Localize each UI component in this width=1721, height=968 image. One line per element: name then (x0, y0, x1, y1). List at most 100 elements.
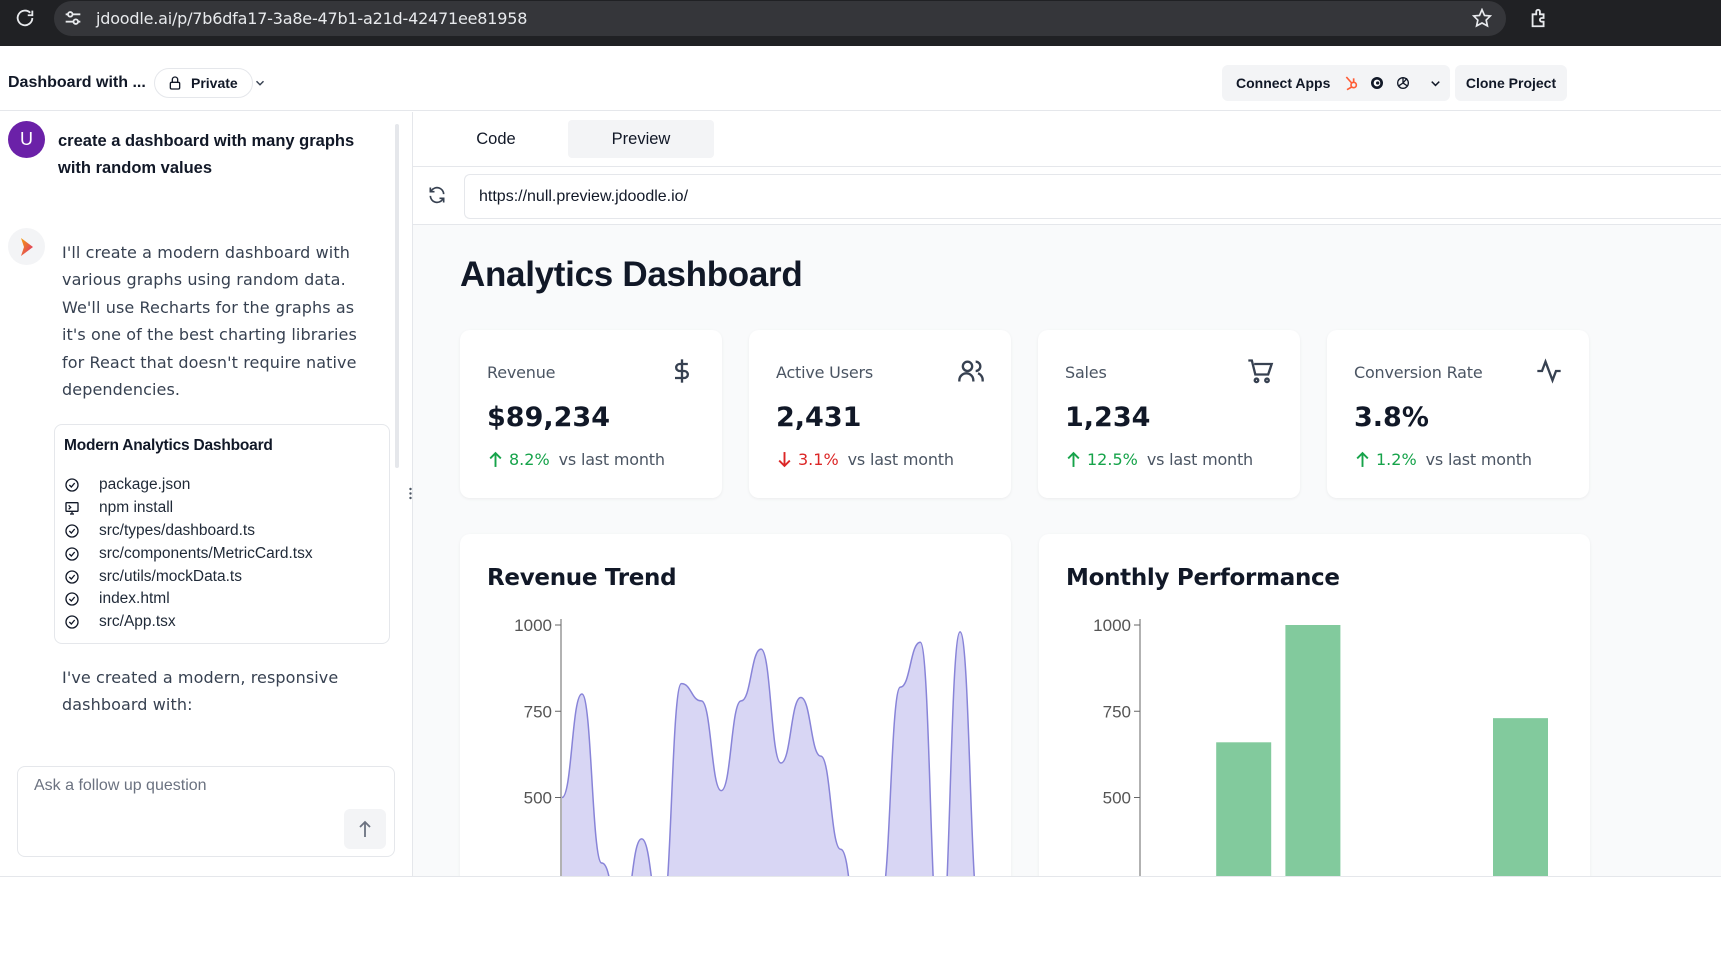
preview-url-bar: https://null.preview.jdoodle.io/ (413, 167, 1721, 225)
file-list-item[interactable]: src/components/MetricCard.tsx (64, 542, 313, 565)
metric-change-suffix: vs last month (847, 450, 954, 469)
arrow-down-icon (778, 452, 791, 468)
jdoodle-logo-icon (20, 237, 33, 256)
metric-card: Revenue $89,234 8.2% vs last month (460, 330, 722, 498)
file-name: npm install (99, 499, 174, 517)
dollar-icon (668, 357, 696, 385)
check-circle-icon (64, 591, 80, 607)
followup-box (17, 766, 395, 857)
metric-change-suffix: vs last month (1146, 450, 1253, 469)
file-card-title: Modern Analytics Dashboard (64, 437, 273, 454)
metric-label: Sales (1065, 363, 1107, 382)
file-list-item[interactable]: src/App.tsx (64, 611, 313, 634)
arrow-up-icon (1067, 451, 1080, 467)
metric-change-suffix: vs last month (1425, 450, 1532, 469)
file-list-item[interactable]: npm install (64, 497, 313, 520)
address-url: jdoodle.ai/p/7b6dfa17-3a8e-47b1-a21d-424… (96, 9, 528, 28)
visibility-label: Private (191, 75, 238, 91)
metric-label: Revenue (487, 363, 556, 382)
file-list-item[interactable]: src/types/dashboard.ts (64, 520, 313, 543)
file-name: src/App.tsx (99, 613, 176, 631)
metric-change: 8.2% vs last month (487, 450, 665, 469)
chat-scrollbar[interactable] (395, 124, 399, 468)
clone-project-button[interactable]: Clone Project (1455, 65, 1567, 101)
ai-avatar (8, 228, 45, 265)
ai-message-2: I've created a modern, responsive dashbo… (62, 668, 339, 715)
file-name: src/types/dashboard.ts (99, 521, 255, 539)
chart-title: Revenue Trend (487, 565, 677, 591)
terminal-icon (64, 500, 80, 516)
y-tick-label: 500 (524, 789, 552, 808)
chart-title: Monthly Performance (1066, 565, 1340, 591)
followup-input[interactable] (34, 777, 334, 795)
workspace-panel: Code Preview https://null.preview.jdoodl… (413, 112, 1721, 876)
file-list: package.json npm install src/types/dashboa… (64, 474, 313, 634)
bookmark-star-icon[interactable] (1472, 8, 1492, 28)
connect-apps-label: Connect Apps (1236, 75, 1331, 91)
revenue-trend-chart: 250 500 750 1000 (514, 616, 976, 876)
chat-panel: U create a dashboard with many graphs wi… (0, 112, 412, 968)
preview-url-field[interactable]: https://null.preview.jdoodle.io/ (464, 174, 1721, 219)
metric-card: Active Users 2,431 3.1% vs last month (749, 330, 1011, 498)
metric-value: 3.8% (1354, 402, 1429, 433)
file-name: index.html (99, 590, 170, 608)
file-changes-card: Modern Analytics Dashboard package.json n… (54, 424, 390, 644)
check-circle-icon (64, 614, 80, 630)
metric-card: Conversion Rate 3.8% 1.2% vs last month (1327, 330, 1589, 498)
refresh-icon[interactable] (427, 185, 447, 205)
metric-change-value: 12.5% (1087, 450, 1138, 469)
bar[interactable] (1493, 718, 1548, 876)
check-circle-icon (64, 523, 80, 539)
tab-preview[interactable]: Preview (568, 120, 714, 158)
tab-code[interactable]: Code (476, 129, 516, 148)
file-list-item[interactable]: package.json (64, 474, 313, 497)
site-settings-icon[interactable] (62, 7, 84, 29)
chevron-down-icon[interactable] (253, 76, 267, 90)
app-header: Dashboard with ... Private Connect Apps … (0, 55, 1721, 111)
address-bar[interactable]: jdoodle.ai/p/7b6dfa17-3a8e-47b1-a21d-424… (54, 1, 1506, 36)
monthly-performance-card: Monthly Performance 250 500 750 1000 (1039, 534, 1590, 876)
monthly-performance-chart: 250 500 750 1000 (1093, 616, 1548, 876)
metric-card: Sales 1,234 12.5% vs last month (1038, 330, 1300, 498)
y-tick-label: 750 (1103, 702, 1131, 721)
send-button[interactable] (344, 809, 386, 849)
y-tick-label: 250 (1103, 875, 1131, 876)
cart-icon (1246, 357, 1274, 385)
metric-value: $89,234 (487, 402, 610, 433)
chevron-down-icon[interactable] (1428, 76, 1443, 91)
metric-change-suffix: vs last month (558, 450, 665, 469)
file-list-item[interactable]: src/utils/mockData.ts (64, 565, 313, 588)
lock-icon (169, 76, 181, 90)
y-tick-label: 1000 (514, 616, 552, 635)
project-title[interactable]: Dashboard with ... (8, 74, 146, 91)
metric-label: Active Users (776, 363, 873, 382)
y-tick-label: 1000 (1093, 616, 1131, 635)
check-circle-icon (64, 477, 80, 493)
metric-change: 12.5% vs last month (1065, 450, 1253, 469)
visibility-dropdown[interactable]: Private (154, 68, 253, 98)
metric-change: 3.1% vs last month (776, 450, 954, 469)
y-tick-label: 250 (524, 875, 552, 876)
bar[interactable] (1285, 625, 1341, 876)
extensions-icon[interactable] (1528, 7, 1550, 29)
openai-icon (1394, 74, 1412, 92)
bar[interactable] (1216, 742, 1272, 876)
user-avatar: U (8, 121, 45, 158)
arrow-up-icon (1356, 451, 1369, 467)
bottom-strip (0, 876, 1721, 968)
browser-toolbar: jdoodle.ai/p/7b6dfa17-3a8e-47b1-a21d-424… (0, 0, 1721, 46)
view-tabs: Code Preview (413, 112, 1721, 167)
metric-label: Conversion Rate (1354, 363, 1483, 382)
file-list-item[interactable]: index.html (64, 588, 313, 611)
metric-change-value: 3.1% (798, 450, 839, 469)
y-tick-label: 500 (1103, 789, 1131, 808)
metric-value: 1,234 (1065, 402, 1151, 433)
activity-icon (1535, 357, 1563, 385)
y-tick-label: 750 (524, 702, 552, 721)
metric-value: 2,431 (776, 402, 862, 433)
file-name: src/utils/mockData.ts (99, 567, 242, 585)
connect-apps-button[interactable]: Connect Apps (1222, 65, 1450, 101)
reload-icon[interactable] (14, 7, 36, 29)
user-message: create a dashboard with many graphs with… (58, 132, 355, 177)
area-line (561, 631, 976, 876)
